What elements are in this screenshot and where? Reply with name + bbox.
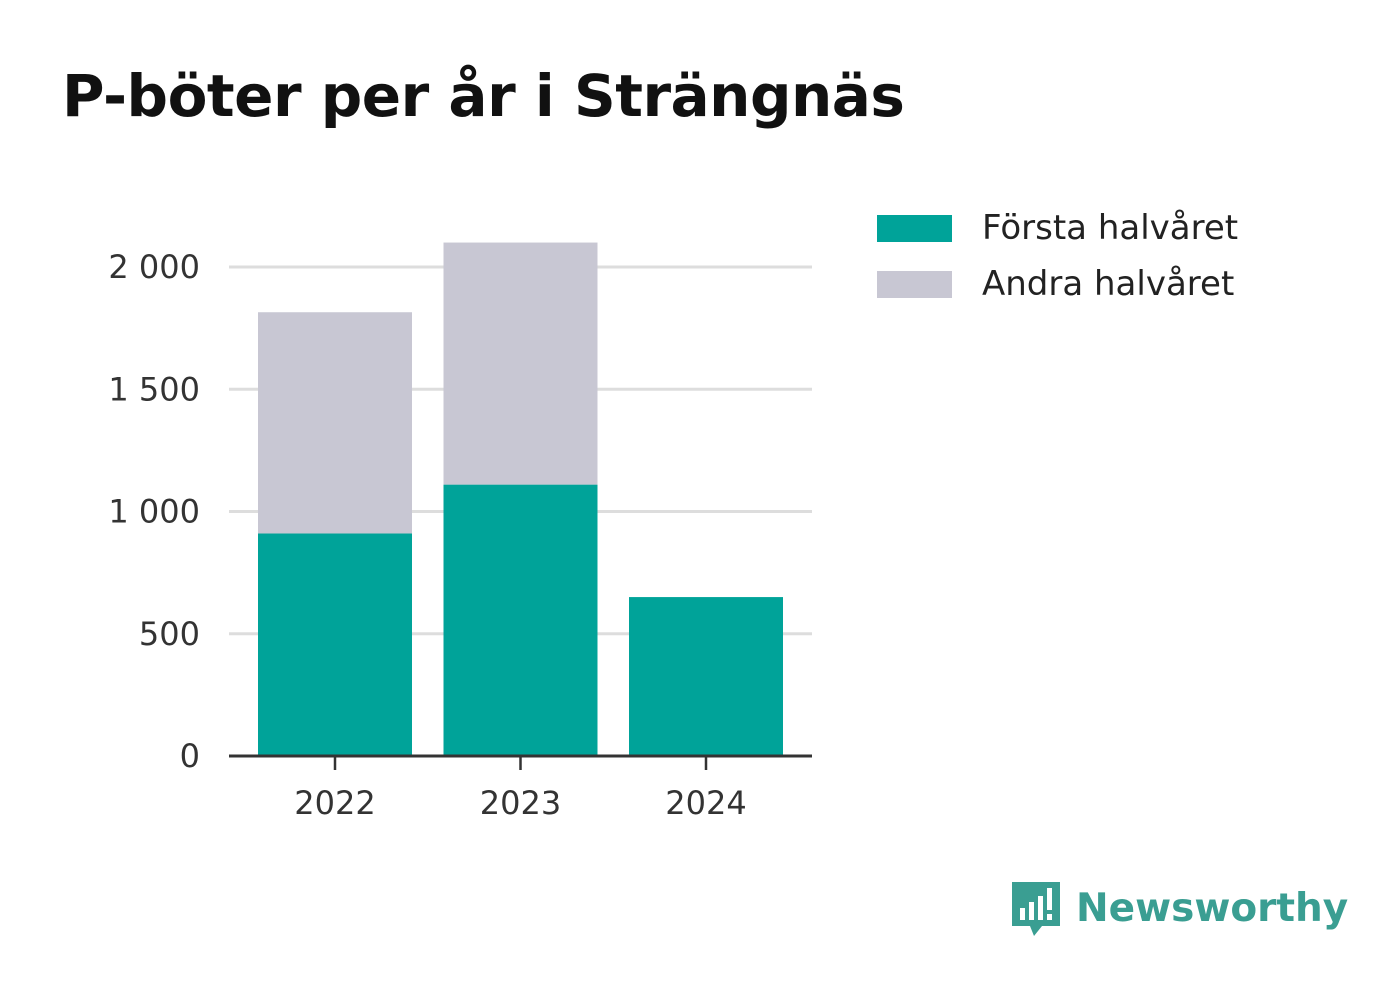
chart-title: P-böter per år i Strängnäs: [62, 62, 905, 130]
bar-2022-series-0[interactable]: [258, 533, 412, 756]
legend: Första halvåret Andra halvåret: [877, 200, 1238, 312]
x-tick-label-2024: 2024: [665, 784, 746, 822]
legend-swatch-forsta-halvaret: [877, 214, 952, 242]
bar-chart: 0 500 1 000 1 500 2 000 2022 2023 2024: [108, 242, 812, 822]
y-tick-label-2000: 2 000: [108, 248, 200, 286]
x-tick-label-2023: 2023: [480, 784, 561, 822]
axes: 0 500 1 000 1 500 2 000 2022 2023 2024: [108, 248, 812, 822]
y-tick-label-0: 0: [180, 737, 200, 775]
bars: [258, 242, 783, 756]
bar-2023-series-0[interactable]: [443, 484, 598, 756]
legend-item-forsta-halvaret[interactable]: Första halvåret: [877, 200, 1238, 256]
legend-label-andra-halvaret: Andra halvåret: [982, 264, 1235, 304]
x-tick-label-2022: 2022: [294, 784, 375, 822]
bar-2024-series-0[interactable]: [629, 597, 783, 756]
bar-2022-series-1[interactable]: [258, 312, 412, 534]
legend-swatch-andra-halvaret: [877, 270, 952, 298]
bar-2023-series-1[interactable]: [443, 242, 598, 485]
legend-item-andra-halvaret[interactable]: Andra halvåret: [877, 256, 1238, 312]
y-tick-label-500: 500: [139, 615, 200, 653]
y-tick-label-1500: 1 500: [108, 370, 200, 408]
brand-logo[interactable]: Newsworthy: [1010, 878, 1348, 938]
brand-name: Newsworthy: [1076, 885, 1349, 931]
legend-label-forsta-halvaret: Första halvåret: [982, 208, 1239, 248]
newsworthy-logo-icon: [1012, 882, 1060, 936]
y-tick-label-1000: 1 000: [108, 493, 200, 531]
